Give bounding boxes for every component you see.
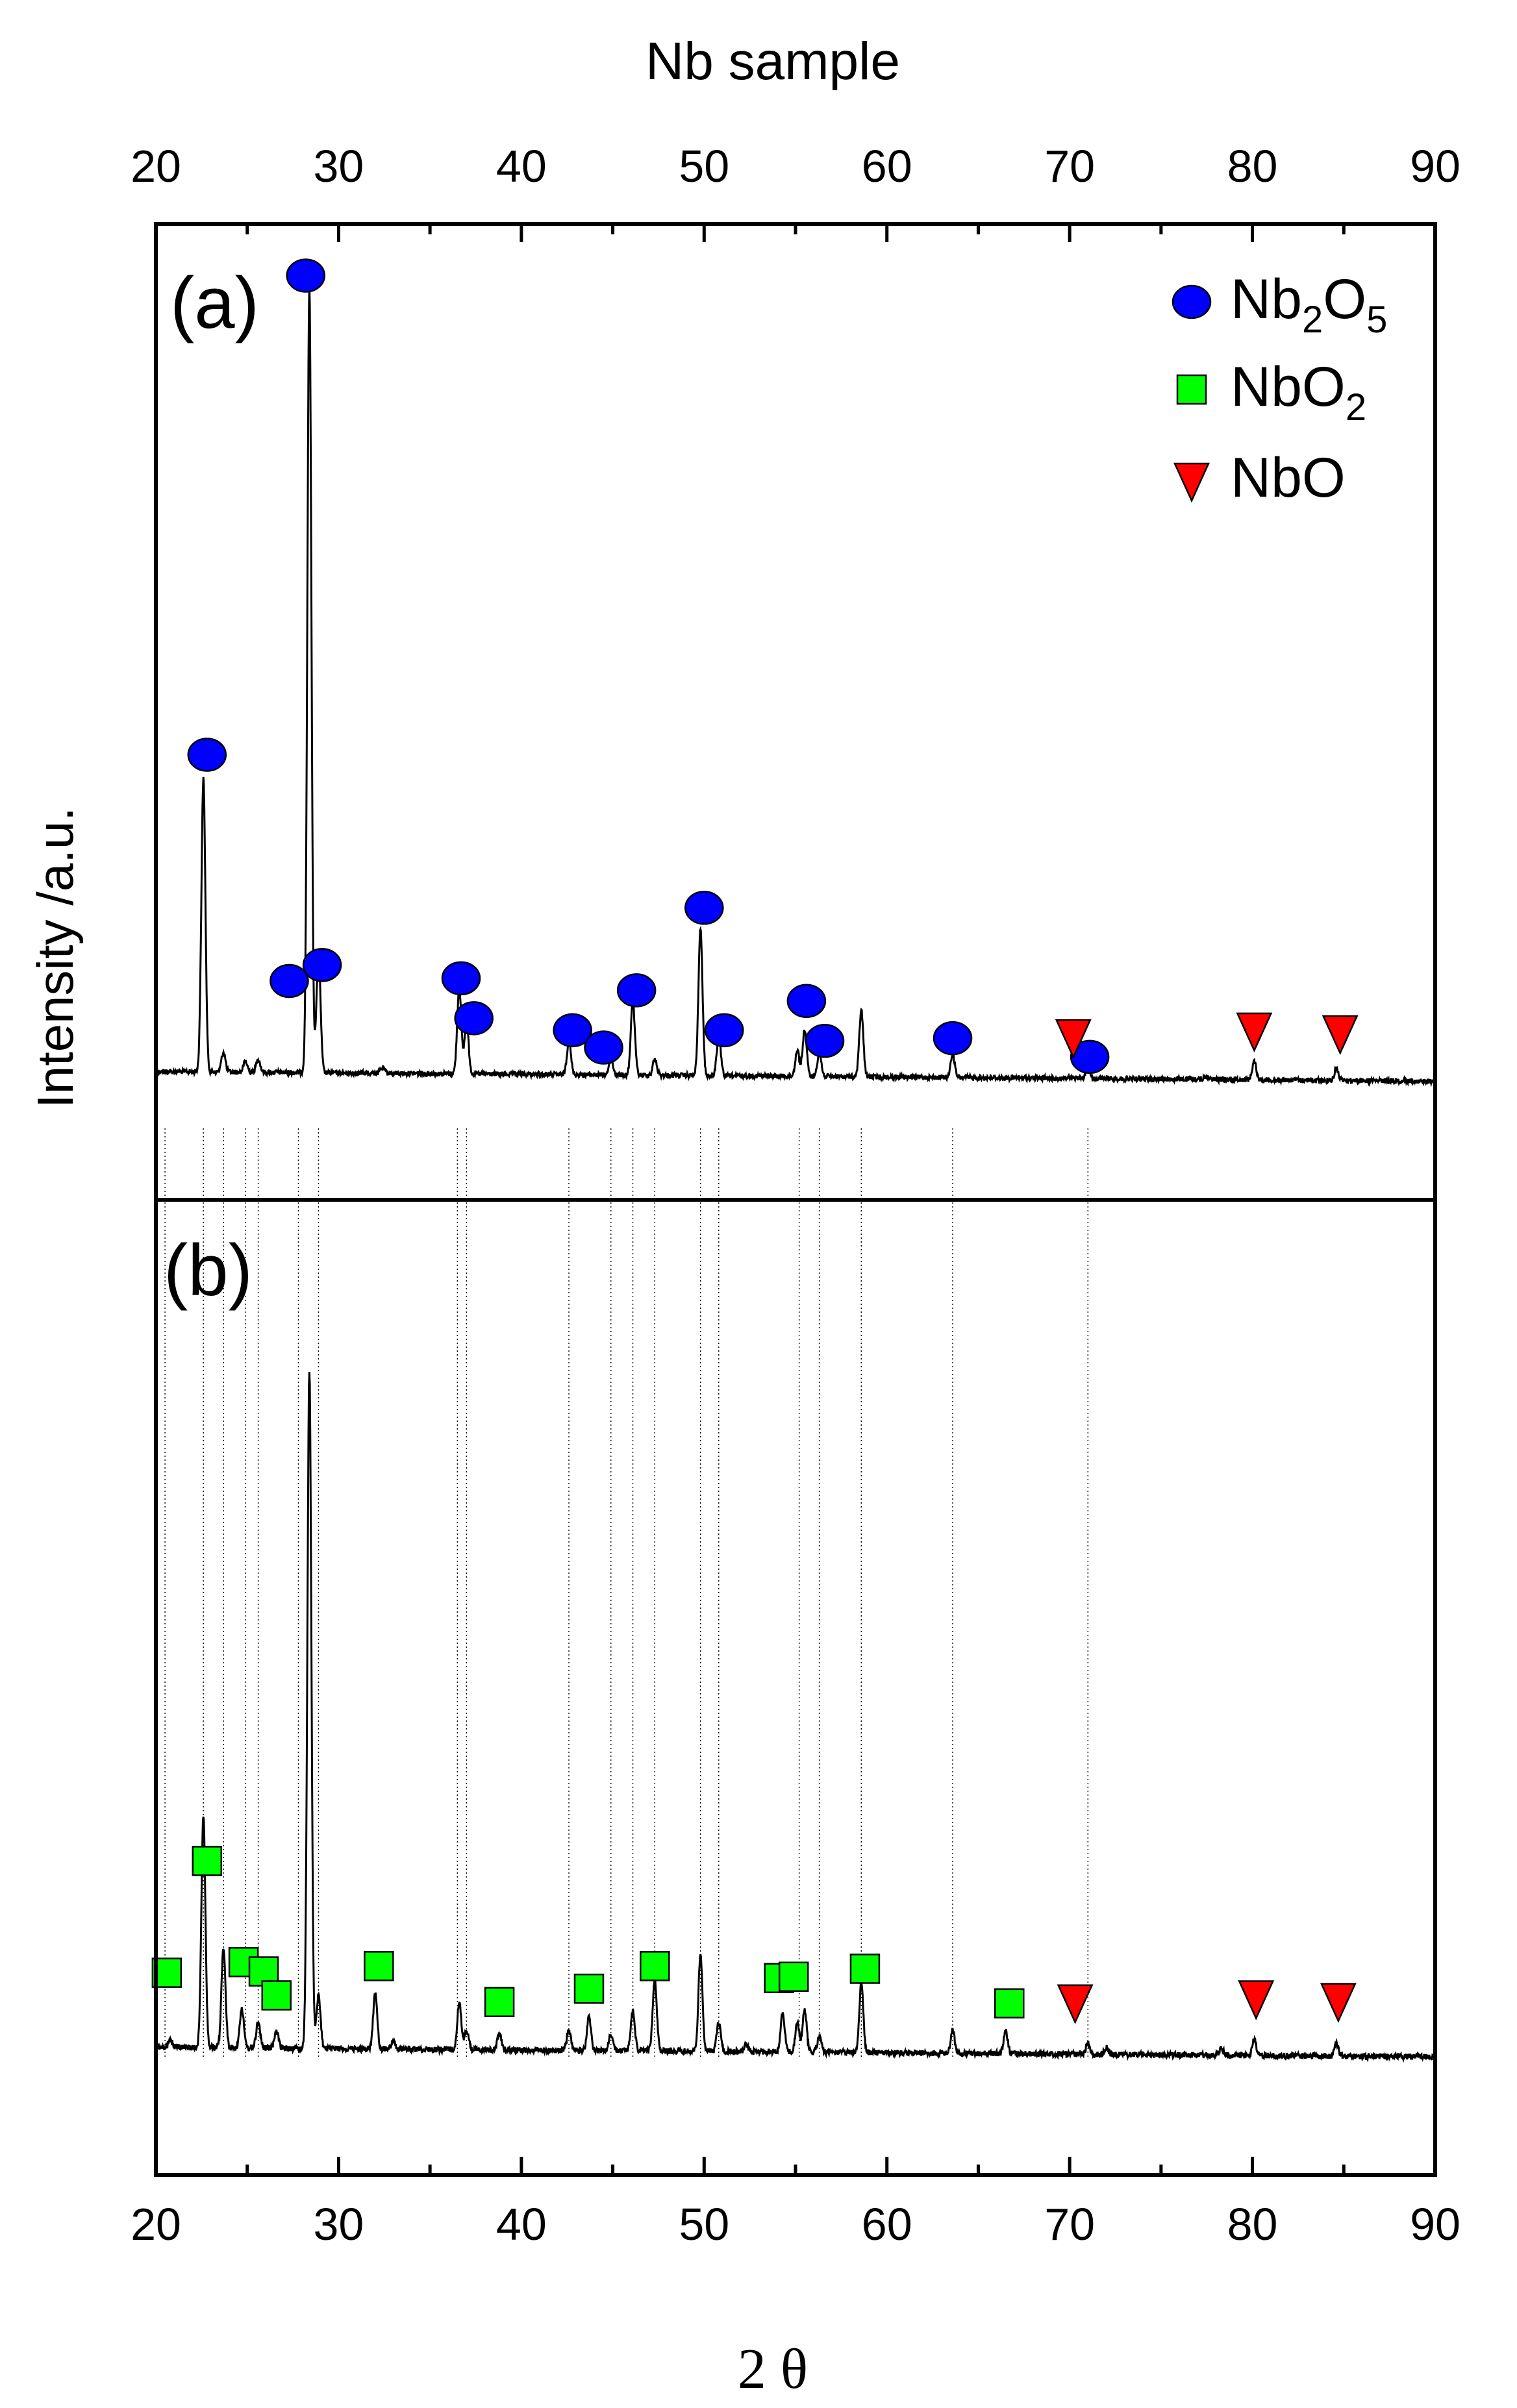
nbo-marker	[1320, 1983, 1357, 2023]
top-tick-label: 80	[1227, 141, 1278, 192]
bottom-tick-label: 90	[1410, 2199, 1461, 2250]
nb2o5-marker	[616, 973, 657, 1008]
spectrum-line-a	[155, 285, 1436, 1087]
nbo2-marker	[261, 1980, 292, 2011]
nb2o5-marker	[187, 738, 227, 772]
y-axis-label: Intensity /a.u.	[27, 807, 84, 1108]
nb2o5-marker	[584, 1030, 623, 1065]
nbo2-marker	[573, 1973, 605, 2004]
bottom-tick-label: 30	[313, 2199, 364, 2250]
bottom-tick-label: 50	[679, 2199, 729, 2250]
nb2o5-marker	[704, 1013, 744, 1048]
x-axis-label: 2 θ	[738, 2338, 808, 2401]
bottom-tick-label: 40	[496, 2199, 547, 2250]
nbo-marker	[1055, 1019, 1092, 1060]
nb2o5-marker	[286, 258, 326, 293]
panel-label-b: (b)	[164, 1230, 253, 1311]
panel-label-a: (a)	[170, 262, 259, 343]
legend-label: NbO2	[1231, 356, 1366, 428]
nb2o5-marker	[270, 963, 309, 999]
nb2o5-marker	[1172, 284, 1212, 319]
bottom-tick-label: 60	[862, 2199, 912, 2250]
bottom-tick-labels: 20 30 40 50 60 70 80 90	[131, 2199, 1461, 2250]
tick-marks	[154, 224, 1437, 2175]
top-tick-label: 60	[862, 141, 912, 192]
nbo2-marker	[640, 1951, 670, 1981]
legend: Nb2O5 NbO2 NbO	[1172, 268, 1387, 509]
nbo2-marker	[994, 1988, 1025, 2018]
nbo-marker	[1057, 1984, 1094, 2024]
nb2o5-marker	[684, 891, 724, 925]
nbo2-marker	[364, 1951, 394, 1981]
legend-label: NbO	[1231, 447, 1346, 509]
top-tick-label: 20	[131, 141, 181, 192]
bottom-tick-label: 70	[1044, 2199, 1095, 2250]
top-tick-label: 40	[496, 141, 547, 192]
nb2o5-marker	[454, 1001, 494, 1036]
nbo-marker	[1173, 462, 1210, 503]
nb2o5-marker	[805, 1024, 845, 1058]
nb2o5-marker	[553, 1013, 592, 1048]
spectrum-line-b	[155, 1372, 1436, 2063]
top-tick-labels: 20 30 40 50 60 70 80 90	[131, 141, 1461, 192]
top-tick-label: 90	[1410, 141, 1461, 192]
chart-title: Nb sample	[646, 32, 900, 91]
nb2o5-marker	[441, 961, 481, 996]
nbo2-marker	[778, 1961, 809, 1992]
nbo2-marker	[484, 1987, 515, 2017]
nbo2-marker	[849, 1954, 881, 1984]
nbo-marker	[1322, 1015, 1359, 1056]
top-tick-label: 70	[1044, 141, 1095, 192]
bottom-tick-label: 20	[131, 2199, 181, 2250]
nbo-marker	[1238, 1980, 1275, 2020]
nbo2-marker	[192, 1846, 223, 1876]
legend-label: Nb2O5	[1231, 268, 1387, 341]
nb2o5-marker	[786, 984, 827, 1018]
nb2o5-marker	[302, 948, 342, 982]
phase-markers	[151, 258, 1359, 2024]
nb2o5-marker	[933, 1021, 973, 1056]
guide-lines	[164, 1128, 1088, 2058]
nbo2-marker	[1176, 374, 1207, 405]
bottom-tick-label: 80	[1227, 2199, 1278, 2250]
nbo-marker	[1236, 1012, 1273, 1053]
top-tick-label: 30	[313, 141, 364, 192]
nb2o5-marker	[1070, 1039, 1110, 1074]
top-tick-label: 50	[679, 141, 729, 192]
spectra	[155, 285, 1436, 2063]
